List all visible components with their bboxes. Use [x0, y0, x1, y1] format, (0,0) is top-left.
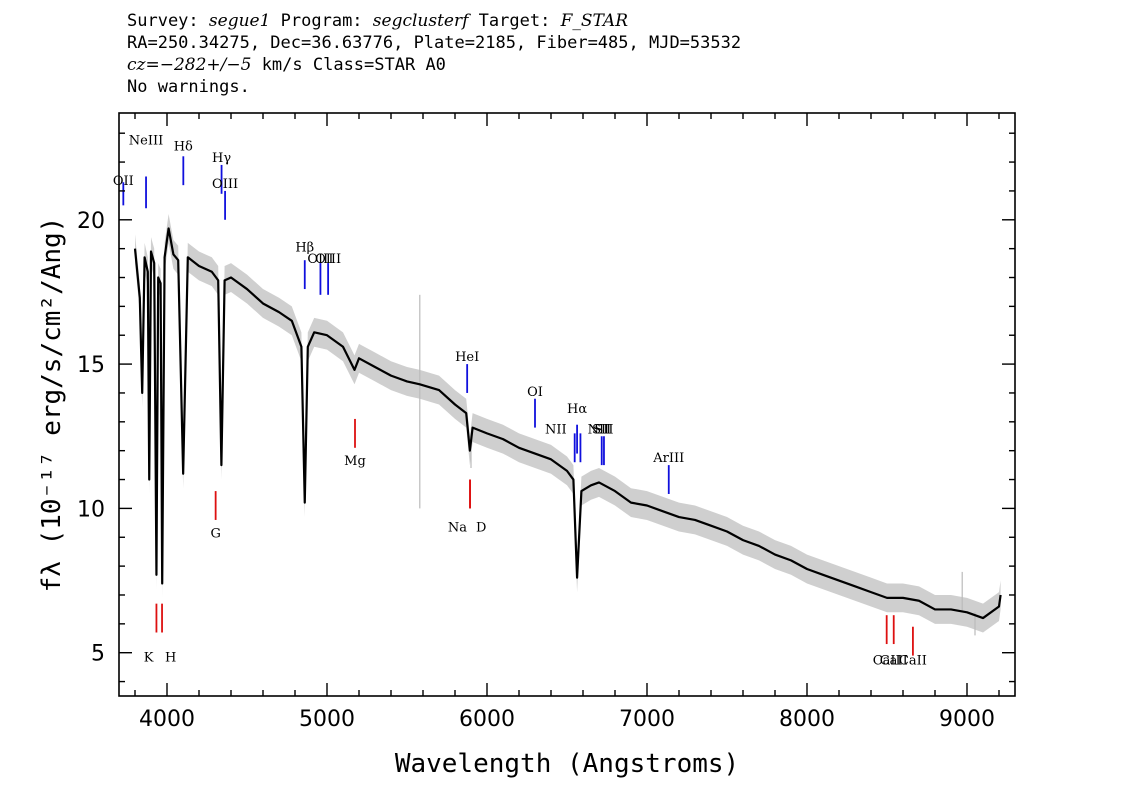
x-tick-label-9000: 9000 [939, 707, 995, 732]
survey-value: segue1 [208, 11, 271, 31]
header-line-1: Survey: segue1 Program: segclusterf Targ… [127, 10, 741, 32]
absorption-label-7: CaII [880, 653, 908, 668]
emission-label-7: OIII [315, 252, 341, 267]
absorption-label-8: CaII [899, 653, 927, 668]
x-tick-label-7000: 7000 [619, 707, 675, 732]
plot-frame [118, 112, 1016, 697]
absorption-label-1: H [165, 650, 176, 665]
axes-frame: 4000 5000 6000 7000 8000 9000 5 10 15 20 [77, 112, 1016, 732]
survey-label: Survey: [127, 11, 199, 31]
emission-label-12: NII [588, 422, 610, 437]
absorption-label-6: CaII [873, 653, 901, 668]
absorption-label-3: Mg [344, 454, 366, 469]
emission-label-8: HeI [455, 350, 479, 365]
error-band [135, 214, 1001, 633]
emission-label-15: ArIII [652, 451, 684, 466]
emission-label-2: Hδ [174, 140, 193, 155]
absorption-label-5: D [476, 520, 486, 535]
emission-label-1: NeIII [129, 134, 163, 149]
x-tick-label-4000: 4000 [139, 707, 195, 732]
redshift-value: cz=−282+/−5 [127, 55, 252, 75]
x-tick-label-8000: 8000 [779, 707, 835, 732]
emission-label-9: OI [527, 385, 543, 400]
emission-label-0: OII [113, 174, 134, 189]
y-tick-label-20: 20 [77, 209, 105, 234]
header-line-4: No warnings. [127, 77, 250, 97]
y-tick-label-10: 10 [77, 497, 105, 522]
emission-label-6: OIII [307, 252, 333, 267]
spectrum-line-layer [133, 227, 1002, 620]
emission-label-10: NII [545, 422, 567, 437]
emission-label-5: Hβ [295, 241, 314, 256]
y-tick-label-15: 15 [77, 353, 105, 378]
error-band-layer [135, 214, 1001, 636]
spectrum-line [133, 227, 1002, 620]
emission-label-3: Hγ [212, 151, 231, 166]
class-text: km/s Class=STAR A0 [251, 55, 446, 75]
x-axis-title: Wavelength (Angstroms) [395, 749, 739, 779]
x-tick-label-5000: 5000 [299, 707, 355, 732]
absorption-label-2: G [210, 526, 220, 541]
header-line-3: cz=−282+/−5 km/s Class=STAR A0 [127, 54, 741, 76]
target-value: F_STAR [560, 11, 628, 31]
emission-label-13: SII [592, 422, 611, 437]
program-value: segclusterf [372, 11, 469, 31]
absorption-label-4: Na [448, 520, 467, 535]
emission-label-14: SII [594, 422, 613, 437]
emission-label-4: OIII [212, 177, 238, 192]
spectrum-header: Survey: segue1 Program: segclusterf Targ… [127, 10, 741, 98]
emission-label-11: Hα [567, 402, 587, 417]
header-line-2: RA=250.34275, Dec=36.63776, Plate=2185, … [127, 33, 742, 53]
absorption-label-0: K [144, 650, 154, 665]
program-label: Program: [280, 11, 363, 31]
y-tick-label-5: 5 [91, 642, 105, 667]
y-axis-title: fλ (10⁻¹⁷ erg/s/cm²/Ang) [37, 217, 67, 593]
target-label: Target: [478, 11, 551, 31]
x-tick-label-6000: 6000 [459, 707, 515, 732]
